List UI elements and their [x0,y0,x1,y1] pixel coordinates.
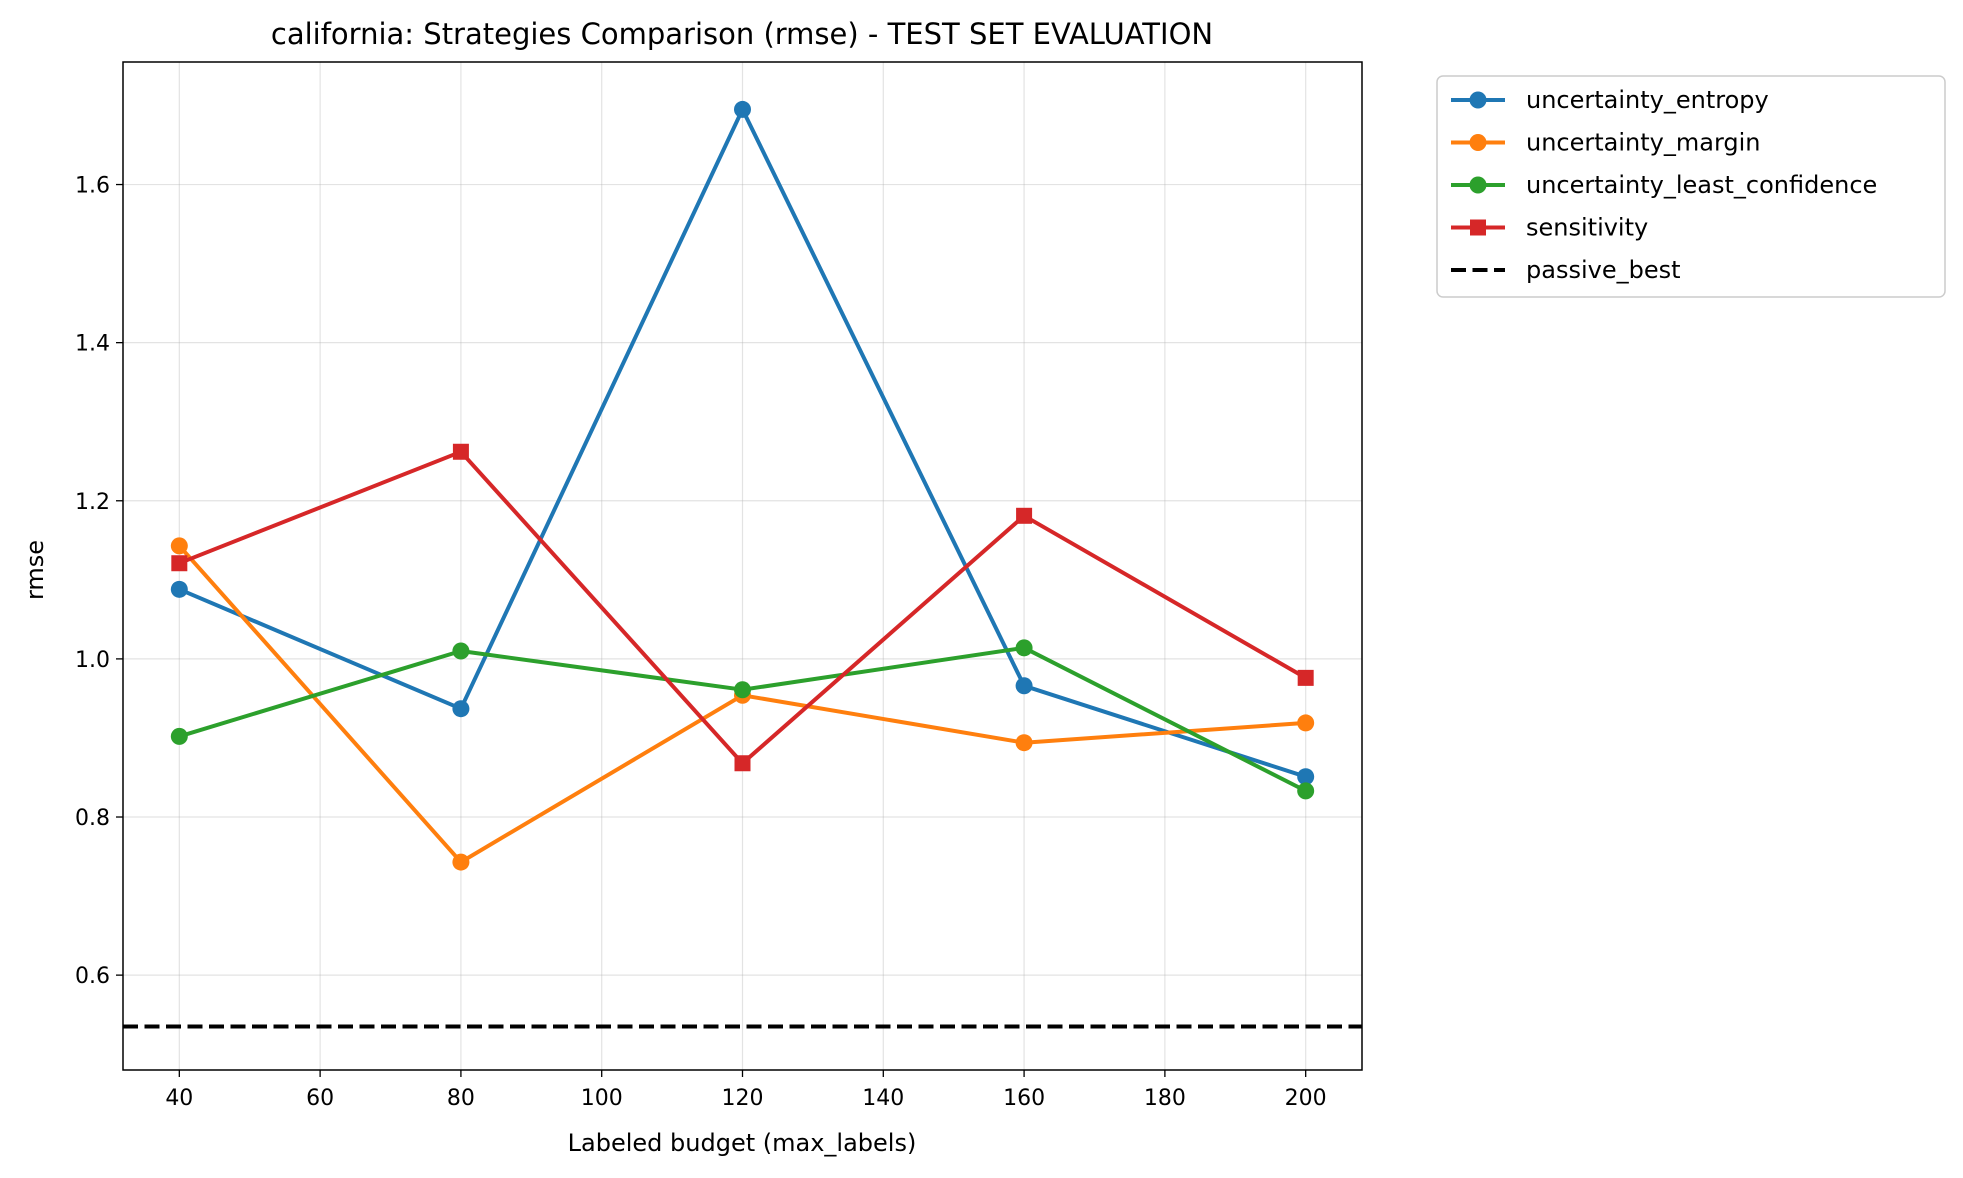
data-point-sensitivity [1016,507,1033,524]
y-tick-label: 0.8 [75,806,110,831]
y-tick-label: 1.4 [75,332,110,357]
x-tick-label: 60 [306,1086,334,1111]
x-axis-label: Labeled budget (max_labels) [568,1129,917,1157]
grid [123,62,1362,1070]
data-point-uncertainty-entropy [1015,677,1033,695]
legend-label-uncertainty-margin: uncertainty_margin [1526,129,1761,157]
legend-marker-uncertainty-entropy [1469,91,1487,109]
data-point-uncertainty-entropy [1297,768,1315,786]
data-point-uncertainty-margin [1015,734,1033,752]
x-tick-label: 100 [581,1086,623,1111]
data-point-uncertainty-least-confidence [170,727,188,745]
legend-marker-sensitivity [1470,219,1486,236]
data-point-uncertainty-entropy [170,580,188,598]
x-tick-label: 120 [722,1086,764,1111]
legend-label-uncertainty-least-confidence: uncertainty_least_confidence [1526,171,1877,199]
x-tick-label: 180 [1144,1086,1186,1111]
data-point-uncertainty-least-confidence [734,681,751,699]
data-point-uncertainty-margin [452,853,470,871]
x-tick-label: 140 [862,1086,904,1111]
y-axis-label: rmse [21,540,49,600]
data-point-sensitivity [1297,669,1314,686]
data-point-uncertainty-entropy [452,700,470,718]
data-point-uncertainty-least-confidence [452,642,470,660]
data-point-sensitivity [452,443,469,460]
x-tick-label: 160 [1003,1086,1045,1111]
y-tick-label: 1.6 [75,174,110,199]
data-point-uncertainty-margin [170,537,188,555]
ticks: 40 60 80 100 120 140 160 180 200 0.6 0.8 1.0 1.2 1.4 1… [75,174,1327,1111]
chart-title: california: Strategies Comparison (rmse)… [271,17,1213,51]
data-point-uncertainty-least-confidence [1015,639,1033,657]
legend-label-sensitivity: sensitivity [1526,214,1648,242]
data-point-uncertainty-margin [1297,714,1315,732]
y-tick-label: 1.0 [75,648,110,673]
legend-marker-uncertainty-margin [1469,134,1487,151]
data-point-uncertainty-entropy [734,100,751,118]
data-point-uncertainty-least-confidence [1297,782,1315,800]
legend: uncertainty_entropy uncertainty_marginunc… [1436,75,1946,298]
data-point-sensitivity [171,555,188,572]
x-tick-label: 40 [165,1086,193,1111]
data-point-sensitivity [734,755,751,772]
legend-marker-uncertainty-least-confidence [1469,176,1487,194]
legend-label-uncertainty-entropy: uncertainty_entropy [1526,86,1769,114]
series-layer [123,100,1362,1029]
legend-label-passive-best: passive_best [1526,256,1681,284]
x-tick-label: 80 [447,1086,475,1111]
y-tick-label: 1.2 [75,490,110,515]
y-tick-label: 0.6 [75,964,110,989]
legend-box [1436,75,1946,298]
x-tick-label: 200 [1285,1086,1327,1111]
